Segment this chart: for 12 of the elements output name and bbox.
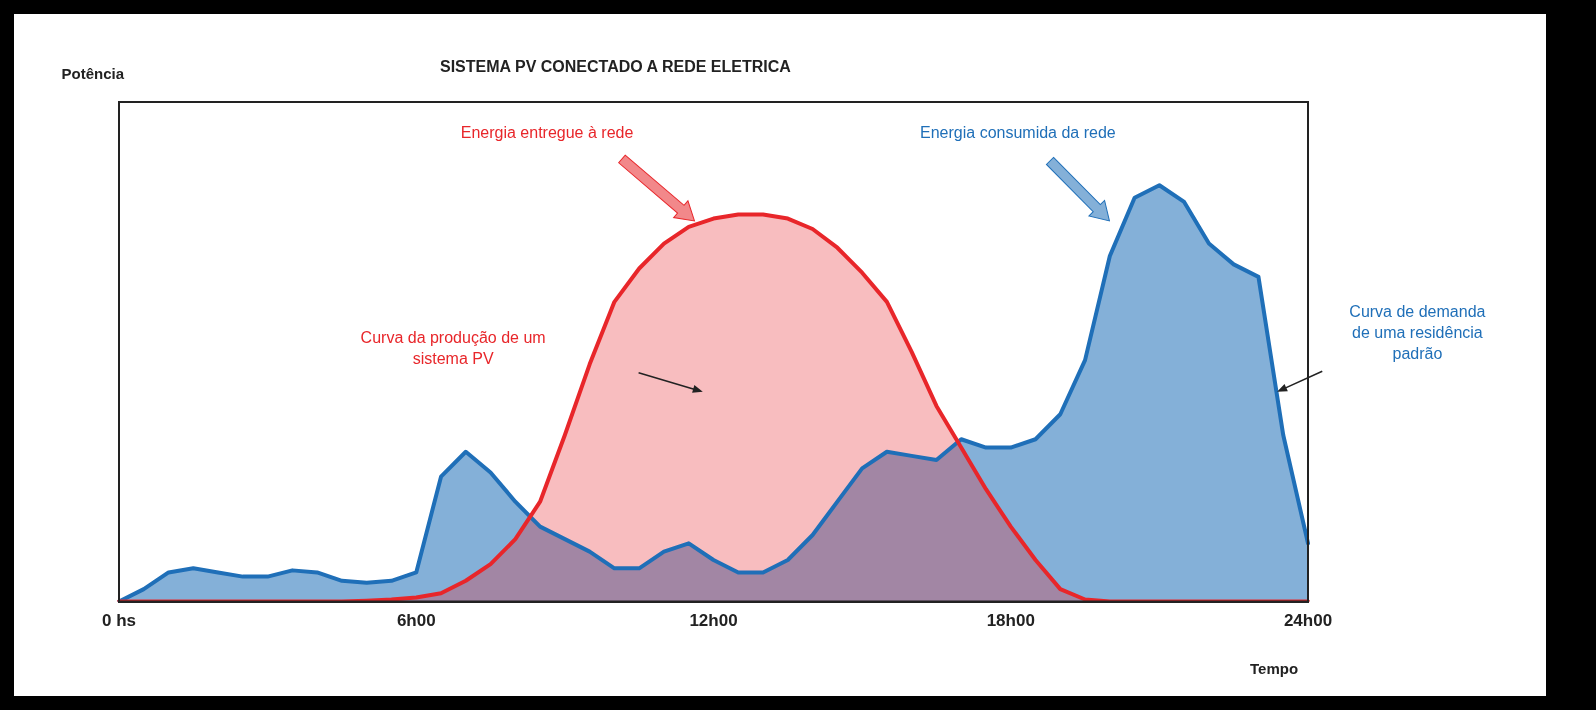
chart-title: SISTEMA PV CONECTADO A REDE ELETRICA [440,58,791,76]
text: Energia entregue à rede [460,123,634,141]
x-tick-label: 18h00 [986,611,1035,631]
text: Curva de demanda de uma residência padrão [1349,303,1486,363]
x-tick-label: 12h00 [689,611,738,631]
text: Energia consumida da rede [920,123,1116,141]
x-tick-label: 0 hs [101,611,137,631]
text: Potência [61,64,125,82]
annotation: Curva da produção de um sistema PV [360,329,546,368]
x-axis-title: Tempo [1250,660,1299,677]
x-tick-label: 24h00 [1283,611,1333,631]
x-tick-label: 6h00 [396,611,436,631]
